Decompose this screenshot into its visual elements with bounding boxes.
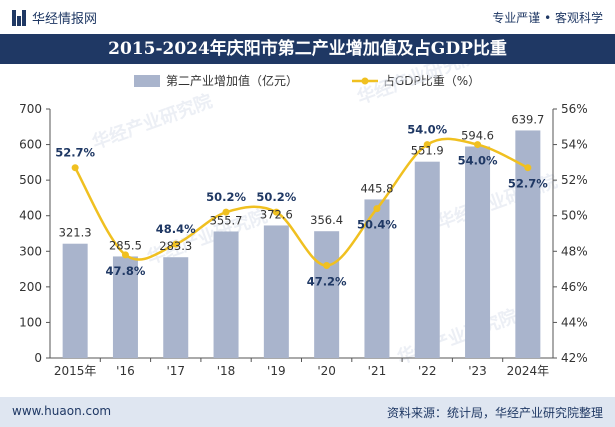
ratio-value-label: 47.8%: [105, 264, 145, 278]
ratio-point: [323, 262, 331, 270]
ratio-value-label: 50.4%: [357, 218, 397, 232]
bar: [62, 243, 88, 358]
x-tick-label: '19: [267, 364, 286, 378]
bar-value-label: 283.3: [159, 239, 192, 253]
bar: [213, 231, 239, 358]
bar: [263, 225, 289, 358]
legend-line-label: 占GDP比重（%）: [383, 73, 480, 88]
y-left-tick-label: 700: [19, 102, 42, 116]
bar-value-label: 285.5: [109, 238, 142, 252]
ratio-point: [71, 164, 79, 172]
x-tick-label: '17: [166, 364, 185, 378]
ratio-value-label: 47.2%: [307, 275, 347, 289]
ratio-point: [222, 208, 230, 216]
ratio-point: [474, 141, 482, 149]
bar: [465, 146, 491, 358]
watermark-text: 华经产业研究院: [394, 305, 520, 369]
y-right-tick-label: 42%: [561, 351, 588, 365]
brand: 华经情报网: [12, 8, 97, 27]
x-tick-label: '21: [368, 364, 387, 378]
y-left-tick-label: 0: [34, 351, 42, 365]
ratio-point: [423, 141, 431, 149]
bars: [62, 130, 541, 358]
bar-value-label: 372.6: [260, 207, 293, 221]
footer-url[interactable]: www.huaon.com: [12, 404, 112, 418]
ratio-value-label: 48.4%: [156, 222, 196, 236]
axes: 0 100 200 300 400 500 600 700 42% 44% 46% 48% 50% 52%…: [19, 102, 588, 378]
bar: [364, 199, 390, 358]
brand-logo-icon: [12, 9, 26, 26]
bar-value-label: 321.3: [59, 226, 92, 240]
legend: 第二产业增加值（亿元） 占GDP比重（%）: [134, 73, 480, 88]
bar-value-label: 639.7: [511, 112, 544, 126]
bar-value-label: 594.6: [461, 128, 494, 142]
y-right-tick-label: 54%: [561, 138, 588, 152]
y-right-tick-label: 46%: [561, 280, 588, 294]
ratio-value-label: 54.0%: [458, 154, 498, 168]
bar-value-label: 355.7: [210, 213, 243, 227]
ratio-value-label: 52.7%: [55, 146, 95, 160]
x-tick-label: '18: [217, 364, 236, 378]
x-tick-label: '20: [317, 364, 336, 378]
y-right-tick-label: 48%: [561, 244, 588, 258]
legend-bar-swatch: [134, 75, 160, 87]
ratio-value-label: 50.2%: [256, 190, 296, 204]
ratio-value-label: 50.2%: [206, 190, 246, 204]
y-left-tick-label: 400: [19, 209, 42, 223]
x-tick-label: 2015年: [54, 364, 97, 378]
x-tick-label: '22: [418, 364, 437, 378]
bar: [112, 256, 138, 358]
bar-value-label: 356.4: [310, 213, 343, 227]
ratio-point: [272, 208, 280, 216]
ratio-point: [524, 164, 532, 172]
ratio-point: [373, 205, 381, 213]
y-right-tick-label: 50%: [561, 209, 588, 223]
tagline: 专业严谨 • 客观科学: [492, 11, 603, 25]
x-tick-label: '16: [116, 364, 135, 378]
y-left-tick-label: 100: [19, 315, 42, 329]
legend-bar-label: 第二产业增加值（亿元）: [166, 73, 298, 88]
y-left-tick-label: 500: [19, 173, 42, 187]
x-tick-label: '23: [468, 364, 487, 378]
legend-line-marker: [361, 77, 369, 85]
bar: [314, 231, 340, 358]
bar-value-label: 551.9: [411, 144, 444, 158]
chart-title: 2015-2024年庆阳市第二产业增加值及占GDP比重: [0, 34, 615, 64]
watermark-text: 华经产业研究院: [144, 205, 270, 269]
watermark-text: 华经产业研究院: [89, 90, 215, 154]
ratio-point: [172, 240, 180, 248]
footer: www.huaon.com 资料来源：统计局，华经产业研究院整理: [0, 397, 615, 427]
y-left-tick-label: 600: [19, 138, 42, 152]
x-tick-label: 2024年: [507, 364, 550, 378]
y-right-tick-label: 44%: [561, 315, 588, 329]
bar: [414, 161, 440, 358]
top-bar: 华经情报网 专业严谨 • 客观科学: [0, 0, 615, 34]
brand-name: 华经情报网: [32, 12, 98, 27]
ratio-point: [121, 251, 129, 259]
bar: [163, 257, 189, 358]
y-left-tick-label: 300: [19, 244, 42, 258]
ratio-line-path: [74, 137, 529, 267]
y-left-tick-label: 200: [19, 280, 42, 294]
data-labels: 321.3 285.5 283.3 355.7 372.6 356.4 445.8 551.9…: [55, 112, 548, 288]
footer-source: 资料来源：统计局，华经产业研究院整理: [386, 406, 603, 420]
y-right-tick-label: 56%: [561, 102, 588, 116]
ratio-value-label: 52.7%: [508, 177, 548, 191]
y-right-tick-label: 52%: [561, 173, 588, 187]
ratio-value-label: 54.0%: [407, 123, 447, 137]
bar-value-label: 445.8: [360, 181, 393, 195]
chart: 第二产业增加值（亿元） 占GDP比重（%） 华经产业研究院华经产业研究院华经产业研…: [19, 64, 588, 378]
ratio-line: [71, 137, 532, 270]
